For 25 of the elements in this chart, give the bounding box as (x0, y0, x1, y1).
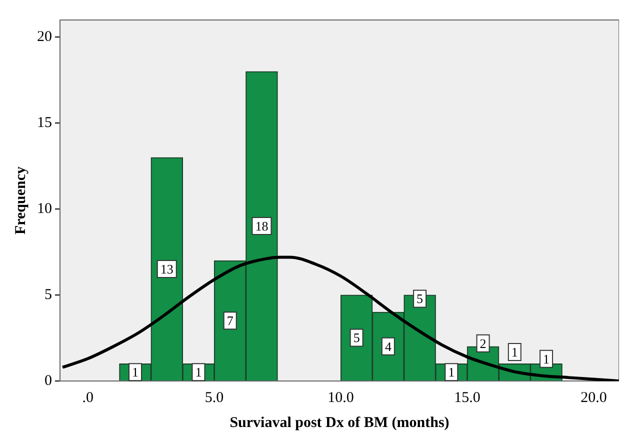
y-tick-label: 10 (37, 201, 52, 218)
data-label: 1 (195, 364, 202, 380)
x-axis-title: Surviaval post Dx of BM (months) (230, 414, 450, 431)
y-tick-label: 5 (44, 286, 52, 303)
data-label: 5 (416, 291, 424, 306)
data-label: 5 (353, 330, 360, 346)
data-label: 1 (448, 364, 455, 380)
y-axis-title: Frequency (12, 166, 29, 235)
x-tick-label: 10.0 (328, 390, 354, 406)
x-tick-label: 5.0 (204, 390, 224, 406)
data-label: 1 (543, 351, 550, 366)
y-tick-label: 0 (44, 372, 52, 389)
data-label: 18 (255, 218, 268, 234)
data-label: 4 (384, 338, 392, 354)
data-label: 7 (226, 313, 234, 328)
data-label: 2 (480, 336, 486, 351)
y-tick-label: 20 (37, 29, 52, 46)
x-tick-label: 15.0 (454, 390, 480, 406)
data-label: 1 (132, 364, 138, 380)
data-label: 13 (160, 261, 174, 276)
y-tick-label: 15 (37, 115, 52, 132)
data-label: 1 (511, 344, 518, 360)
x-tick-label: 20.0 (580, 390, 607, 406)
x-tick-label: .0 (82, 390, 94, 406)
line-series (61, 256, 619, 381)
